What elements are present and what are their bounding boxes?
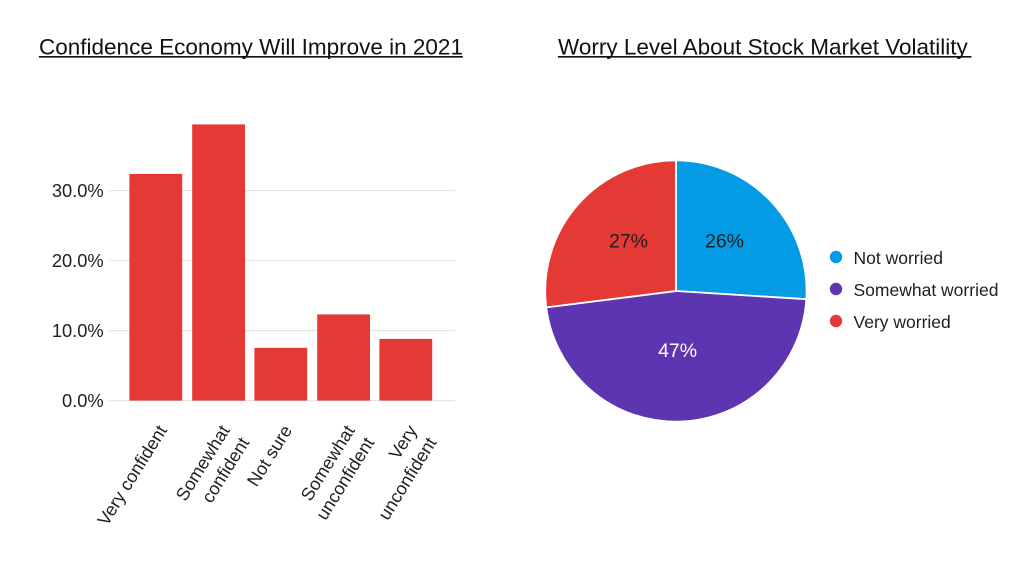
- svg-text:26%: 26%: [705, 230, 744, 252]
- svg-text:10.0%: 10.0%: [52, 320, 104, 341]
- svg-text:Worry Level About Stock Market: Worry Level About Stock Market Volatilit…: [558, 34, 969, 59]
- svg-text:20.0%: 20.0%: [52, 250, 104, 271]
- svg-text:0.0%: 0.0%: [62, 390, 104, 411]
- svg-text:Confidence Economy Will Improv: Confidence Economy Will Improve in 2021: [39, 34, 463, 59]
- svg-text:Not worried: Not worried: [854, 248, 943, 268]
- svg-text:Very worried: Very worried: [854, 312, 951, 332]
- svg-text:Somewhat worried: Somewhat worried: [854, 280, 999, 300]
- svg-text:30.0%: 30.0%: [52, 180, 104, 201]
- svg-text:47%: 47%: [658, 340, 697, 362]
- svg-text:27%: 27%: [609, 230, 648, 252]
